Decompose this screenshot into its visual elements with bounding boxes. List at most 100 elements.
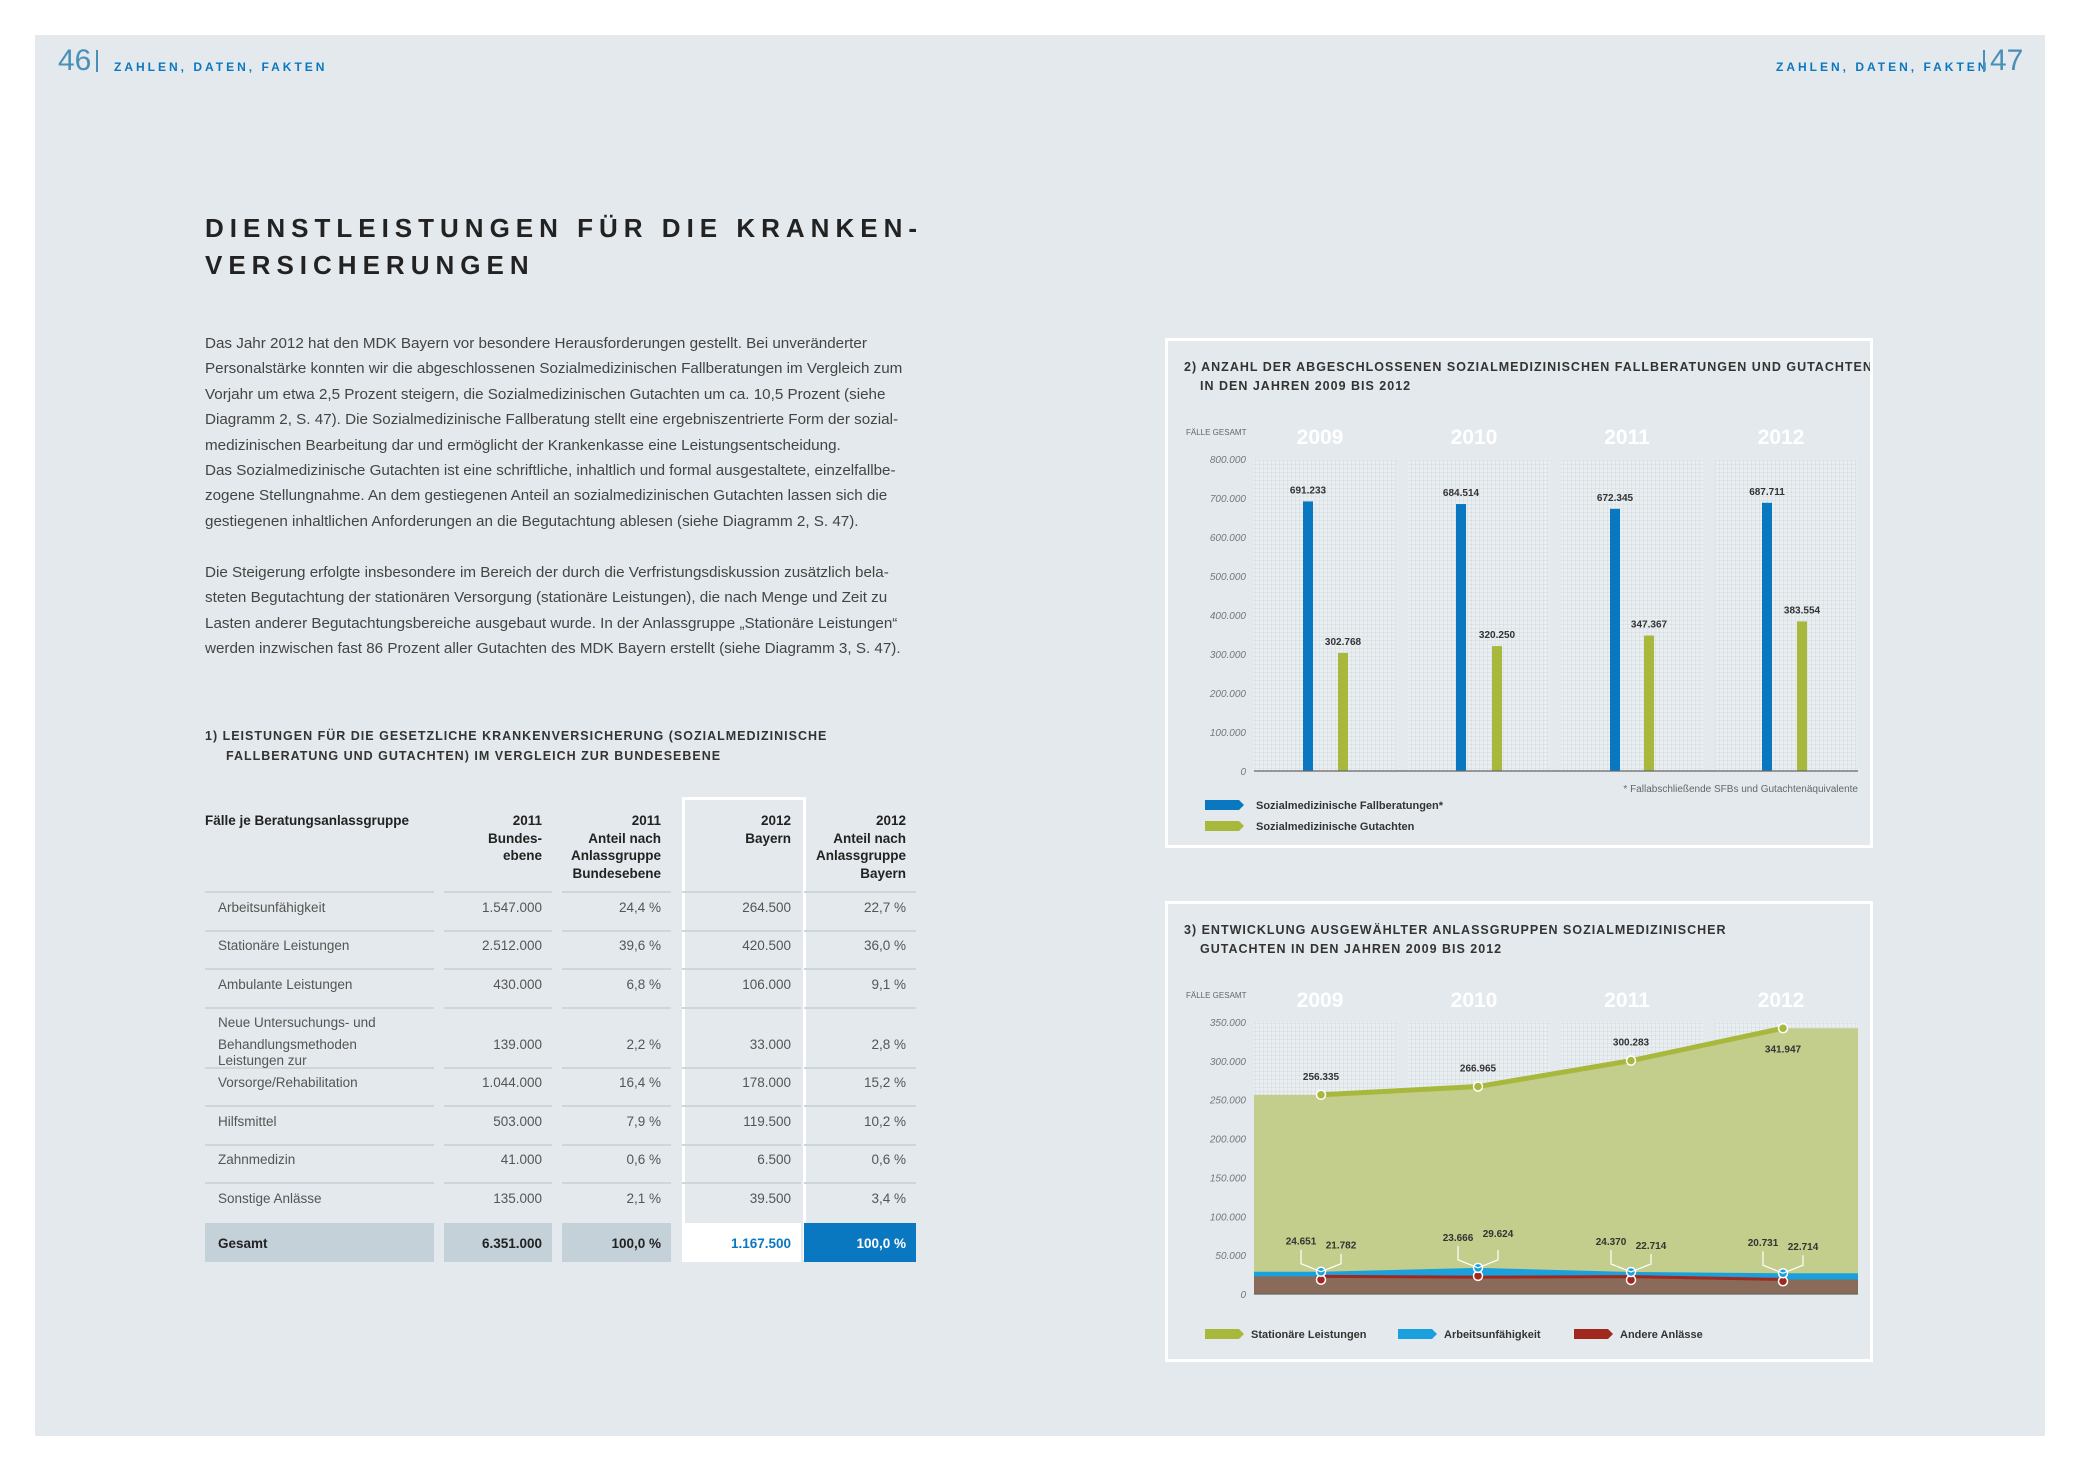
y-tick-label: 700.000 <box>1210 494 1247 505</box>
line-andere-anlaesse <box>1320 1274 1784 1281</box>
right-page-number: 47 <box>1990 44 2024 77</box>
y-tick-label: 150.000 <box>1210 1173 1247 1184</box>
legend-label: Arbeitsunfähigkeit <box>1444 1329 1541 1341</box>
data-label-arbeitsunfaehigkeit: 29.624 <box>1483 1229 1514 1240</box>
year-label: 2012 <box>1758 989 1805 1012</box>
column-header: 2012 Bayern <box>745 813 791 846</box>
legend-swatch <box>1205 800 1244 810</box>
label-leader <box>1457 1245 1499 1269</box>
table-cell: 178.000 <box>682 1066 801 1106</box>
body-paragraph-1: Das Jahr 2012 hat den MDK Bayern vor bes… <box>205 331 925 534</box>
legend-label: Sozialmedizinische Gutachten <box>1256 821 1415 833</box>
footnote: * Fallabschließende SFBs und Gutachtenäq… <box>1623 784 1858 795</box>
data-label: 691.233 <box>1290 485 1327 496</box>
total-cell: 6.351.000 <box>444 1222 552 1262</box>
running-title-left: ZAHLEN, DATEN, FAKTEN <box>114 60 328 74</box>
year-label: 2010 <box>1451 426 1498 449</box>
text-line: zogene Stellungnahme. An dem gestiegenen… <box>205 487 888 505</box>
body-paragraph-2: Die Steigerung erfolgte insbesondere im … <box>205 560 925 662</box>
row-label: Arbeitsunfähigkeit <box>205 891 434 930</box>
bar-gutachten <box>1492 646 1502 771</box>
data-label: 687.711 <box>1749 487 1785 498</box>
y-tick-label: 200.000 <box>1209 1135 1247 1146</box>
table-cell: 430.000 <box>444 968 552 1007</box>
highlight-column-frame <box>682 797 806 1260</box>
table-cell: 15,2 % <box>804 1066 916 1106</box>
caption-line: FALLBERATUNG UND GUTACHTEN) IM VERGLEICH… <box>226 749 722 763</box>
row-label: Sonstige Anlässe <box>205 1182 434 1221</box>
y-tick-label: 100.000 <box>1210 1212 1247 1223</box>
y-tick-label: 100.000 <box>1210 728 1247 739</box>
chart-title: IN DEN JAHREN 2009 BIS 2012 <box>1200 379 1411 393</box>
column-header: 2011 Anteil nach Anlassgruppe Bundeseben… <box>570 813 661 881</box>
data-point <box>1777 1023 1789 1034</box>
year-label: 2009 <box>1297 989 1344 1012</box>
chart-title: 2) ANZAHL DER ABGESCHLOSSENEN SOZIALMEDI… <box>1184 360 1870 374</box>
table-cell: 139.000 <box>444 1006 552 1067</box>
y-tick-label: 300.000 <box>1210 650 1247 661</box>
y-tick-label: 200.000 <box>1209 689 1247 700</box>
chart-svg: 2) ANZAHL DER ABGESCHLOSSENEN SOZIALMEDI… <box>1184 360 1872 833</box>
y-tick-label: 500.000 <box>1210 572 1247 583</box>
y-tick-label: 800.000 <box>1210 455 1247 466</box>
y-tick-label: 0 <box>1240 1290 1246 1301</box>
table-cell: 7,9 % <box>562 1105 671 1144</box>
total-label: Gesamt <box>205 1222 434 1262</box>
data-label-andere: 23.666 <box>1443 1233 1474 1244</box>
legend-swatch <box>1574 1329 1613 1339</box>
text-line: gestiegenen inhaltlichen Anforderungen a… <box>205 512 859 530</box>
table-cell: 16,4 % <box>562 1066 671 1106</box>
data-point <box>1472 1081 1484 1092</box>
text-line: werden inzwischen fast 86 Prozent aller … <box>205 640 901 658</box>
table-cell: 420.500 <box>682 929 801 969</box>
table-cell: 10,2 % <box>804 1105 916 1144</box>
table-cell: 0,6 % <box>804 1143 916 1183</box>
column-header: 2012 Anteil nach Anlassgruppe Bayern <box>815 813 906 881</box>
text-line: Personalstärke konnten wir die abgeschlo… <box>205 360 903 378</box>
table-cell: 39,6 % <box>562 929 671 969</box>
table-cell: 22,7 % <box>804 891 916 930</box>
bar-gutachten <box>1797 621 1807 771</box>
legend-swatch <box>1205 1329 1244 1339</box>
column-header: Fälle je Beratungsanlassgruppe <box>205 813 410 828</box>
label-leader <box>1762 1251 1804 1274</box>
row-label: Hilfsmittel <box>205 1105 434 1144</box>
year-panel <box>1408 459 1550 771</box>
text-line: Das Jahr 2012 hat den MDK Bayern vor bes… <box>205 335 867 352</box>
text-line: Diagramm 2, S. 47). Die Sozialmedizinisc… <box>205 411 899 429</box>
year-panel <box>1254 459 1396 771</box>
total-cell: 100,0 % <box>804 1222 916 1262</box>
data-label: 341.947 <box>1765 1044 1802 1055</box>
left-page-number: 46 <box>58 44 92 77</box>
total-cell: 100,0 % <box>562 1222 671 1262</box>
y-axis-label: FÄLLE GESAMT <box>1186 428 1247 437</box>
row-label: Stationäre Leistungen <box>205 929 434 969</box>
bar-gutachten <box>1338 652 1348 771</box>
text-line: steten Begutachtung der stationären Vers… <box>205 589 888 607</box>
page-title: DIENSTLEISTUNGEN FÜR DIE KRANKEN- VERSIC… <box>205 210 923 284</box>
table-cell: 503.000 <box>444 1105 552 1144</box>
row-label: Leistungen zur Vorsorge/Rehabilitation <box>205 1053 434 1106</box>
table-cell: 41.000 <box>444 1143 552 1183</box>
y-tick-label: 350.000 <box>1210 1018 1247 1029</box>
legend-label: Sozialmedizinische Fallberatungen* <box>1256 800 1444 812</box>
data-label: 684.514 <box>1443 488 1480 499</box>
bar-gutachten <box>1644 635 1654 771</box>
area-andere-anlaesse <box>1254 1276 1858 1294</box>
table-cell: 1.044.000 <box>444 1066 552 1106</box>
data-label-arbeitsunfaehigkeit: 22.714 <box>1788 1242 1819 1253</box>
data-label: 256.335 <box>1303 1072 1340 1083</box>
year-label: 2009 <box>1297 426 1344 449</box>
bar-fallberatungen <box>1610 508 1620 771</box>
table-cell: 106.000 <box>682 968 801 1007</box>
line-stationaere-leistungen <box>1320 1025 1784 1098</box>
total-cell: 1.167.500 <box>682 1222 801 1262</box>
legend-label: Stationäre Leistungen <box>1251 1329 1367 1341</box>
text-line: Lasten anderer Begutachtungsbereiche aus… <box>205 614 898 632</box>
chart-svg: 3) ENTWICKLUNG AUSGEWÄHLTER ANLASSGRUPPE… <box>1184 922 1858 1341</box>
data-point <box>1625 1055 1637 1066</box>
table-cell: 2,8 % <box>804 1006 916 1067</box>
year-label: 2012 <box>1758 426 1805 449</box>
table-cell: 2.512.000 <box>444 929 552 969</box>
chart-anlassgruppen: 3) ENTWICKLUNG AUSGEWÄHLTER ANLASSGRUPPE… <box>1165 901 1873 1362</box>
